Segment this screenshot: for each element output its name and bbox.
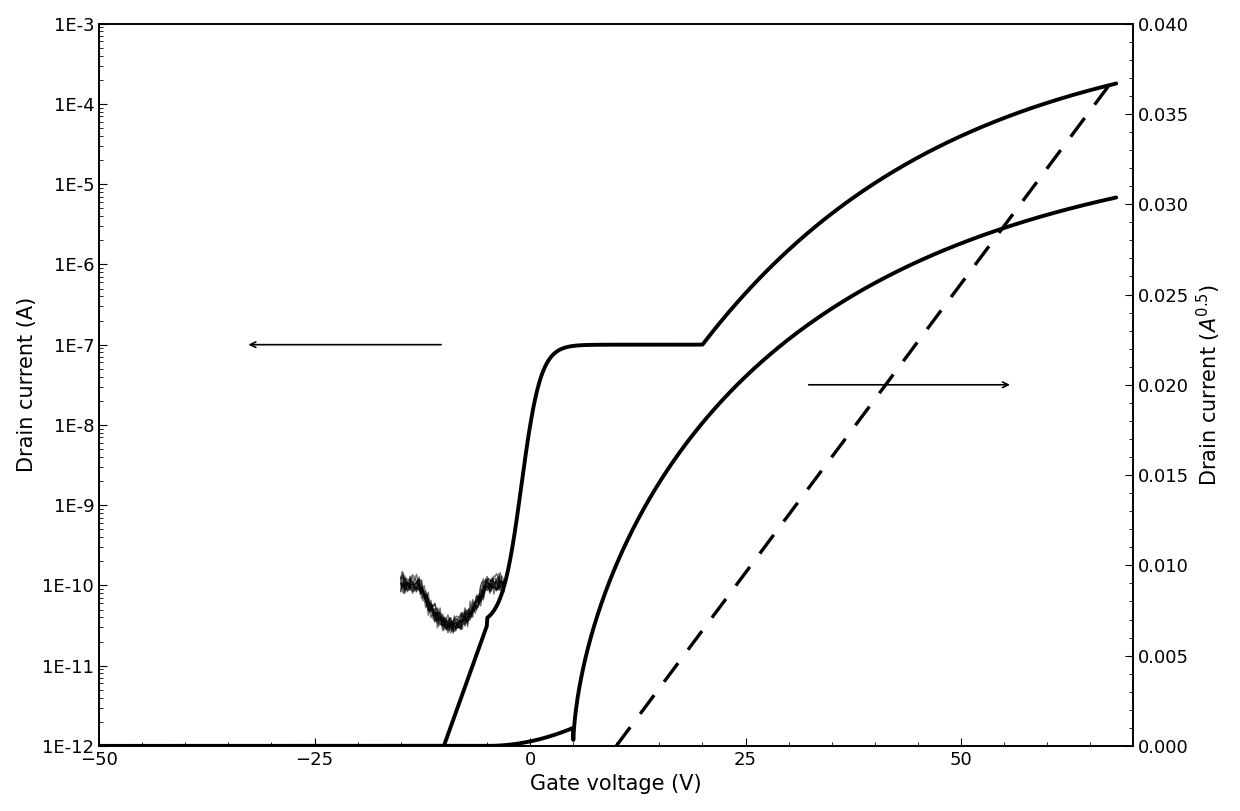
Y-axis label: Drain current ($A^{0.5}$): Drain current ($A^{0.5}$) xyxy=(1195,284,1224,486)
Y-axis label: Drain current (A): Drain current (A) xyxy=(16,297,37,473)
X-axis label: Gate voltage (V): Gate voltage (V) xyxy=(531,775,702,794)
